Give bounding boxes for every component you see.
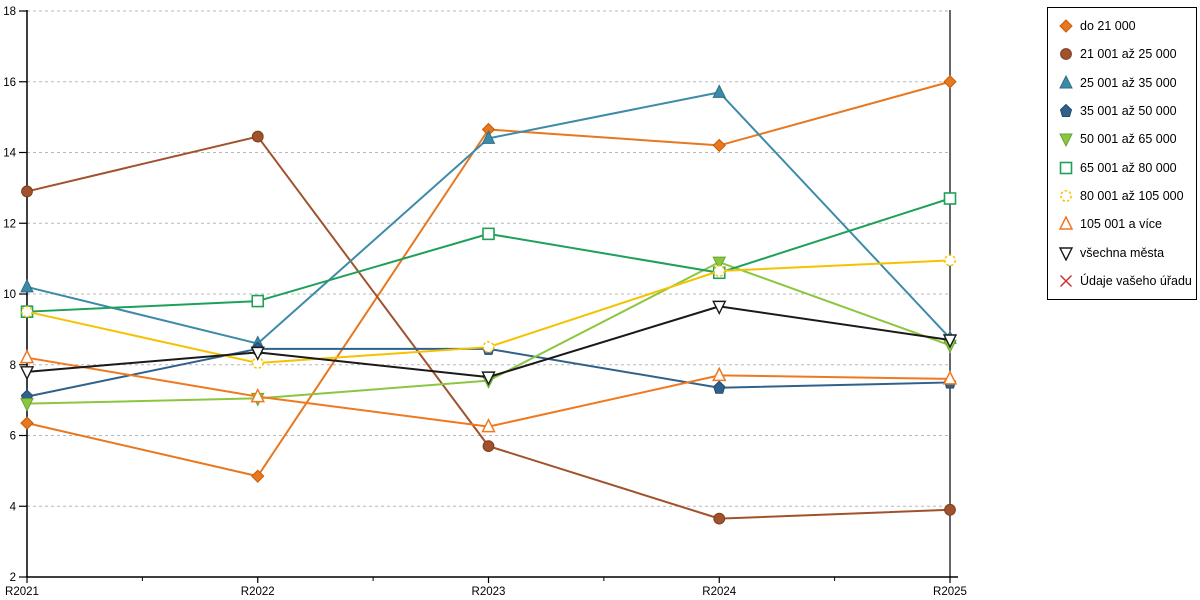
80-001-az-105-000-marker-icon bbox=[1060, 189, 1072, 202]
point-21-001-az-25-000-r2025 bbox=[944, 503, 956, 516]
point-105-001-a-vice-r2024 bbox=[712, 366, 727, 382]
point-do-21-000-r2021 bbox=[20, 416, 34, 430]
point-105-001-a-vice-r2021 bbox=[19, 348, 35, 364]
legend-item-vsechna-mesta: všechna města bbox=[1058, 242, 1196, 264]
35-001-az-50-000-marker-icon bbox=[1059, 103, 1073, 118]
y-tick-label-10: 10 bbox=[3, 289, 16, 301]
y-tick-label-14: 14 bbox=[3, 148, 16, 160]
point-80-001-az-105-000-r2023 bbox=[482, 341, 495, 354]
legend-label: 65 001 až 80 000 bbox=[1080, 160, 1177, 175]
line-chart: 2 4 6 8 10 12 14 16 18 R2021 R2022 R2023 R2024 R2025 bbox=[3, 6, 967, 598]
legend-label: Údaje vašeho úřadu bbox=[1080, 273, 1192, 288]
point-80-001-az-105-000-r2025 bbox=[944, 254, 956, 267]
x-tick-label-r2024: R2024 bbox=[702, 586, 736, 598]
legend-item-50-001-az-65-000: 50 001 až 65 000 bbox=[1058, 128, 1196, 150]
legend-item-21-001-az-25-000: 21 001 až 25 000 bbox=[1058, 43, 1196, 65]
series-105-001-a-vice bbox=[19, 348, 958, 433]
x-tick-label-r2021: R2021 bbox=[5, 586, 39, 598]
point-21-001-az-25-000-r2022 bbox=[251, 130, 264, 143]
point-do-21-000-r2022 bbox=[251, 469, 265, 483]
vsechna-mesta-marker-icon bbox=[1058, 246, 1074, 261]
point-vsechna-mesta-r2022 bbox=[250, 346, 265, 361]
point-vsechna-mesta-r2021 bbox=[19, 366, 35, 381]
legend-item-do-21-000: do 21 000 bbox=[1058, 15, 1196, 37]
y-tick-label-12: 12 bbox=[3, 218, 16, 230]
50-001-az-65-000-marker-icon bbox=[1059, 133, 1073, 148]
legend-item-105-001-a-vice: 105 001 a více bbox=[1058, 213, 1196, 235]
point-vsechna-mesta-r2025 bbox=[942, 334, 958, 349]
point-50-001-az-65-000-r2024 bbox=[712, 256, 727, 271]
legend-item-25-001-az-35-000: 25 001 až 35 000 bbox=[1058, 72, 1196, 94]
y-tick-label-6: 6 bbox=[10, 431, 16, 443]
y-tick-label-8: 8 bbox=[10, 360, 16, 372]
point-65-001-az-80-000-r2023 bbox=[482, 227, 495, 241]
point-do-21-000-r2025 bbox=[943, 75, 957, 89]
point-65-001-az-80-000-r2025 bbox=[943, 192, 957, 205]
do-21-000-marker-icon bbox=[1059, 19, 1073, 33]
legend-label: všechna města bbox=[1080, 245, 1165, 260]
legend-label: 21 001 až 25 000 bbox=[1080, 47, 1177, 62]
point-do-21-000-r2024 bbox=[712, 138, 726, 153]
point-21-001-az-25-000-r2023 bbox=[482, 440, 495, 453]
series-65-001-az-80-000 bbox=[20, 192, 957, 318]
point-105-001-a-vice-r2023 bbox=[481, 417, 496, 433]
25-001-az-35-000-marker-icon bbox=[1059, 74, 1073, 89]
legend-label: do 21 000 bbox=[1080, 19, 1136, 34]
65-001-az-80-000-marker-icon bbox=[1059, 161, 1073, 174]
legend-label: 80 001 až 105 000 bbox=[1080, 188, 1184, 203]
point-50-001-az-65-000-r2021 bbox=[20, 398, 34, 412]
chart-legend: do 21 000 21 001 až 25 000 25 001 až 35 00… bbox=[1047, 7, 1197, 300]
point-21-001-az-25-000-r2021 bbox=[21, 185, 33, 198]
point-25-001-az-35-000-r2024 bbox=[712, 84, 727, 98]
legend-item-65-001-az-80-000: 65 001 až 80 000 bbox=[1058, 157, 1196, 179]
point-105-001-a-vice-r2022 bbox=[250, 387, 265, 403]
series-vsechna-mesta bbox=[19, 300, 958, 386]
y-tick-label-16: 16 bbox=[3, 77, 16, 89]
105-001-a-vice-marker-icon bbox=[1058, 216, 1074, 230]
point-80-001-az-105-000-r2021 bbox=[21, 305, 33, 318]
point-vsechna-mesta-r2024 bbox=[712, 300, 727, 315]
udaje-vaseho-uradu-marker-icon bbox=[1059, 274, 1073, 287]
point-35-001-az-50-000-r2024 bbox=[713, 380, 726, 394]
series-do-21-000 bbox=[20, 75, 957, 483]
point-vsechna-mesta-r2023 bbox=[481, 371, 496, 386]
legend-item-35-001-az-50-000: 35 001 až 50 000 bbox=[1058, 100, 1196, 122]
point-21-001-az-25-000-r2024 bbox=[713, 512, 726, 525]
axes: 2 4 6 8 10 12 14 16 18 R2021 R2022 R2023 R2024 R2025 bbox=[3, 6, 967, 598]
series-80-001-az-105-000 bbox=[21, 254, 956, 369]
x-tick-label-r2025: R2025 bbox=[933, 586, 967, 598]
point-80-001-az-105-000-r2024 bbox=[713, 265, 726, 277]
y-tick-label-4: 4 bbox=[10, 501, 17, 513]
y-tick-label-2: 2 bbox=[10, 572, 16, 584]
y-tick-label-18: 18 bbox=[3, 6, 16, 18]
point-105-001-a-vice-r2025 bbox=[942, 370, 958, 385]
21-001-az-25-000-marker-icon bbox=[1060, 48, 1072, 61]
legend-label: 35 001 až 50 000 bbox=[1080, 104, 1177, 119]
legend-label: 25 001 až 35 000 bbox=[1080, 75, 1177, 90]
point-25-001-az-35-000-r2021 bbox=[20, 278, 34, 293]
legend-label: 105 001 a více bbox=[1080, 217, 1163, 232]
x-tick-label-r2023: R2023 bbox=[472, 586, 506, 598]
series-21-001-az-25-000 bbox=[21, 130, 956, 525]
legend-label: 50 001 až 65 000 bbox=[1080, 132, 1177, 147]
legend-item-80-001-az-105-000: 80 001 až 105 000 bbox=[1058, 185, 1196, 207]
point-25-001-az-35-000-r2023 bbox=[481, 130, 496, 144]
legend-item-udaje-vaseho-uradu: Údaje vašeho úřadu bbox=[1058, 270, 1196, 292]
x-tick-label-r2022: R2022 bbox=[241, 586, 275, 598]
series-50-001-az-65-000 bbox=[20, 256, 957, 412]
point-65-001-az-80-000-r2022 bbox=[251, 294, 265, 308]
